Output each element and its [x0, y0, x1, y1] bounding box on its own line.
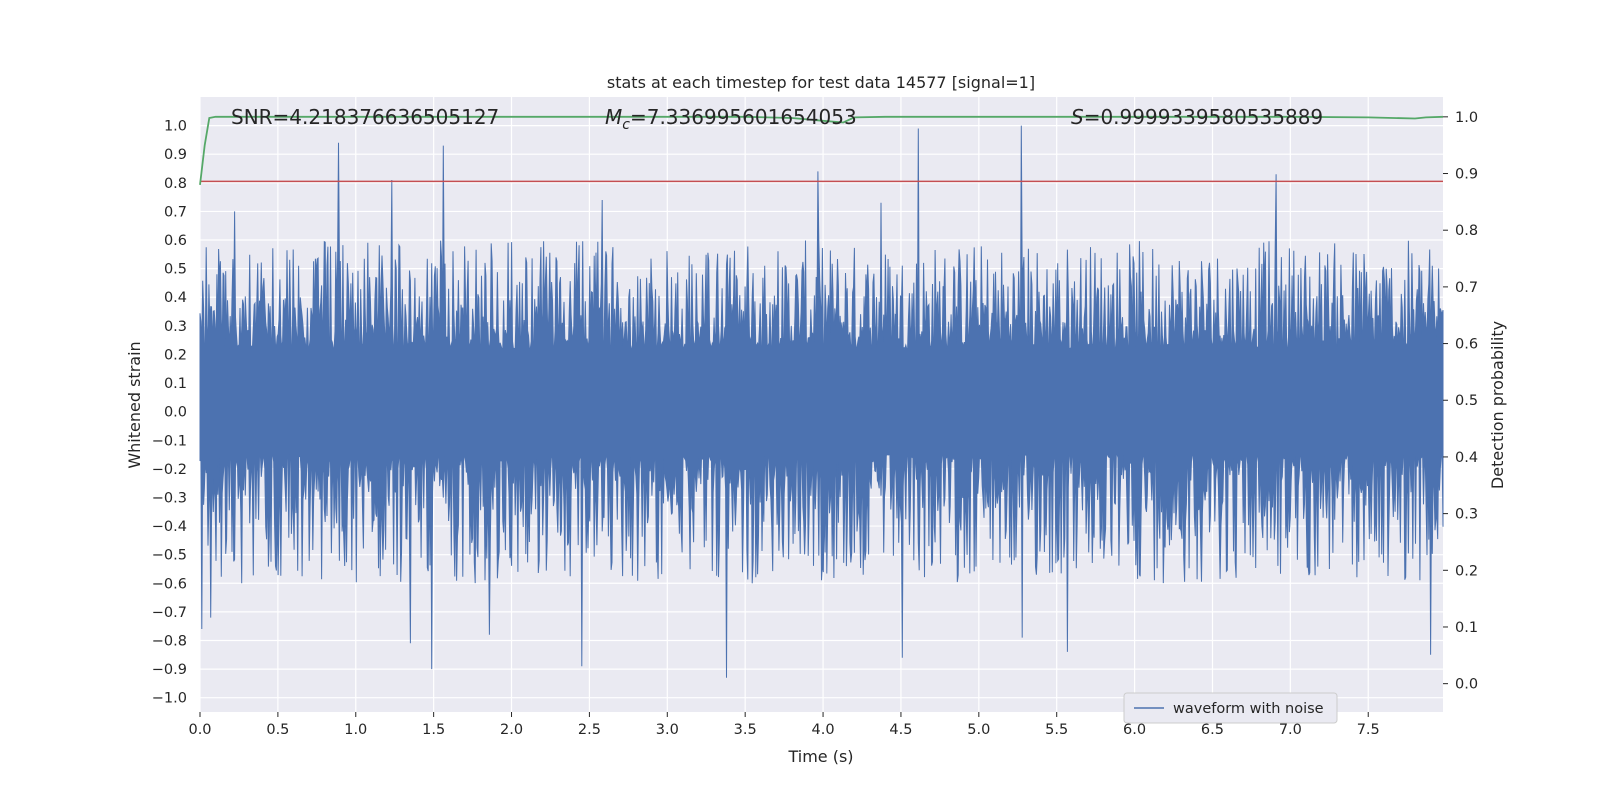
- y-left-tick-label-8: 0.2: [164, 347, 187, 363]
- y-left-axis-ticks: 1.0 0.9 0.8 0.7 0.6 0.5 0.4 0.3 0.2 0.1 0.0 −0.1 −0.…: [152, 119, 187, 707]
- y-right-tick-label-2: 0.8: [1455, 223, 1478, 239]
- y-right-tick-label-1: 0.9: [1455, 167, 1478, 183]
- y-right-tick-label-7: 0.3: [1455, 507, 1478, 523]
- y-left-tick-label-17: −0.7: [152, 605, 187, 621]
- x-tick-label-12: 6.0: [1123, 722, 1146, 738]
- snr-annotation: SNR=4.218376636505127: [231, 105, 499, 129]
- legend-entry-waveform: waveform with noise: [1173, 701, 1324, 717]
- y-left-tick-label-16: −0.6: [152, 576, 187, 592]
- y-right-tick-label-4: 0.6: [1455, 337, 1478, 353]
- y-left-tick-label-20: −1.0: [152, 691, 187, 707]
- x-tick-label-7: 3.5: [734, 722, 757, 738]
- legend: waveform with noise: [1123, 692, 1338, 724]
- y-right-tick-label-6: 0.4: [1455, 450, 1478, 466]
- legend-box: [1123, 692, 1338, 724]
- y-left-tick-label-10: 0.0: [164, 405, 187, 421]
- x-tick-label-3: 1.5: [422, 722, 445, 738]
- y-left-tick-label-2: 0.8: [164, 176, 187, 192]
- y-left-tick-label-3: 0.7: [164, 204, 187, 220]
- y-right-tick-label-5: 0.5: [1455, 393, 1478, 409]
- y-left-tick-label-14: −0.4: [152, 519, 187, 535]
- significance-value: =0.9999339580535889: [1084, 105, 1323, 129]
- waveform-series: [199, 125, 1444, 678]
- chirp-mass-annotation: Mc=7.336995601654053: [605, 105, 857, 133]
- y-right-tick-label-10: 0.0: [1455, 677, 1478, 693]
- x-tick-label-15: 7.5: [1357, 722, 1380, 738]
- y-left-tick-label-6: 0.4: [164, 290, 187, 306]
- significance-annotation: S=0.9999339580535889: [1071, 105, 1323, 129]
- x-tick-label-0: 0.0: [188, 722, 211, 738]
- x-tick-label-6: 3.0: [656, 722, 679, 738]
- y-left-tick-label-12: −0.2: [152, 462, 187, 478]
- x-tick-label-1: 0.5: [266, 722, 289, 738]
- y-left-tick-label-4: 0.6: [164, 233, 187, 249]
- y-left-tick-label-1: 0.9: [164, 147, 187, 163]
- y-right-tick-label-3: 0.7: [1455, 280, 1478, 296]
- x-tick-label-9: 4.5: [889, 722, 912, 738]
- x-tick-label-2: 1.0: [344, 722, 367, 738]
- y-left-tick-label-15: −0.5: [152, 548, 187, 564]
- x-axis-label: Time (s): [787, 747, 853, 766]
- y-left-tick-label-5: 0.5: [164, 262, 187, 278]
- x-tick-label-14: 7.0: [1279, 722, 1302, 738]
- chirp-mass-symbol: M: [605, 105, 622, 129]
- x-tick-label-13: 6.5: [1201, 722, 1224, 738]
- x-axis-ticks: 0.0 0.5 1.0 1.5 2.0 2.5 3.0 3.5 4.0 4.5 5.0 5.5 6.0 6…: [188, 712, 1380, 738]
- y-right-axis-ticks: 1.0 0.9 0.8 0.7 0.6 0.5 0.4 0.3 0.2 0.1 0.0: [1443, 110, 1478, 693]
- x-tick-label-10: 5.0: [967, 722, 990, 738]
- y-left-tick-label-13: −0.3: [152, 490, 187, 506]
- y-right-tick-label-9: 0.1: [1455, 620, 1478, 636]
- x-tick-label-5: 2.5: [578, 722, 601, 738]
- x-tick-label-11: 5.5: [1045, 722, 1068, 738]
- y-left-tick-label-7: 0.3: [164, 319, 187, 335]
- y-left-tick-label-0: 1.0: [164, 119, 187, 135]
- chirp-mass-subscript: c: [622, 117, 630, 133]
- x-tick-label-8: 4.0: [812, 722, 835, 738]
- x-tick-label-4: 2.0: [500, 722, 523, 738]
- line-series: [199, 115, 1444, 186]
- detection-probability-line: [199, 115, 1444, 186]
- waveform-with-noise-line: [199, 125, 1444, 678]
- chart-title: stats at each timestep for test data 145…: [607, 73, 1035, 92]
- y-left-tick-label-9: 0.1: [164, 376, 187, 392]
- y-right-tick-label-8: 0.2: [1455, 563, 1478, 579]
- y-left-tick-label-18: −0.8: [152, 633, 187, 649]
- y-left-tick-label-11: −0.1: [152, 433, 187, 449]
- y-right-tick-label-0: 1.0: [1455, 110, 1478, 126]
- y-left-tick-label-19: −0.9: [152, 662, 187, 678]
- y-right-axis-label: Detection probability: [1488, 321, 1507, 489]
- chirp-mass-value: =7.336995601654053: [630, 105, 857, 129]
- y-left-axis-label: Whitened strain: [125, 341, 144, 468]
- significance-symbol: S: [1071, 105, 1084, 129]
